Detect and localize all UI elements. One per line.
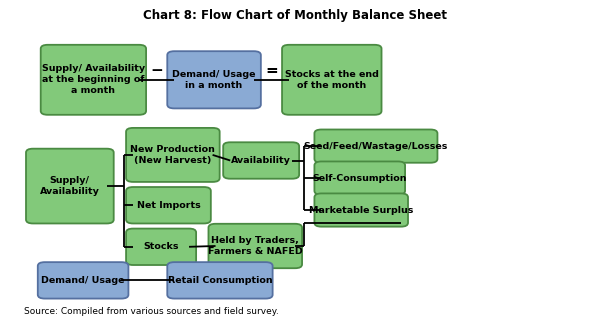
Text: Self-Consumption: Self-Consumption xyxy=(313,174,407,183)
FancyBboxPatch shape xyxy=(26,149,114,223)
FancyBboxPatch shape xyxy=(282,45,382,115)
Text: Seed/Feed/Wastage/Losses: Seed/Feed/Wastage/Losses xyxy=(304,142,448,151)
Text: Marketable Surplus: Marketable Surplus xyxy=(309,205,414,214)
FancyBboxPatch shape xyxy=(126,128,219,182)
Text: =: = xyxy=(265,63,278,78)
FancyBboxPatch shape xyxy=(168,262,273,299)
Text: Net Imports: Net Imports xyxy=(136,201,201,210)
FancyBboxPatch shape xyxy=(208,224,302,268)
Text: −: − xyxy=(150,63,163,78)
Text: Chart 8: Flow Chart of Monthly Balance Sheet: Chart 8: Flow Chart of Monthly Balance S… xyxy=(143,9,447,22)
Text: New Production
(New Harvest): New Production (New Harvest) xyxy=(130,145,215,165)
FancyBboxPatch shape xyxy=(314,129,437,163)
FancyBboxPatch shape xyxy=(38,262,129,299)
Text: Availability: Availability xyxy=(231,156,291,165)
FancyBboxPatch shape xyxy=(314,194,408,227)
Text: Retail Consumption: Retail Consumption xyxy=(168,276,272,285)
FancyBboxPatch shape xyxy=(314,161,405,195)
Text: Held by Traders,
Farmers & NAFED: Held by Traders, Farmers & NAFED xyxy=(208,236,303,256)
FancyBboxPatch shape xyxy=(126,187,211,223)
Text: Stocks at the end
of the month: Stocks at the end of the month xyxy=(285,70,379,90)
Text: Demand/ Usage
in a month: Demand/ Usage in a month xyxy=(172,70,256,90)
FancyBboxPatch shape xyxy=(41,45,146,115)
Text: Demand/ Usage: Demand/ Usage xyxy=(41,276,125,285)
FancyBboxPatch shape xyxy=(168,51,261,108)
FancyBboxPatch shape xyxy=(126,229,196,265)
Text: Stocks: Stocks xyxy=(143,242,179,251)
FancyBboxPatch shape xyxy=(223,142,299,179)
Text: Source: Compiled from various sources and field survey.: Source: Compiled from various sources an… xyxy=(24,307,279,316)
Text: Supply/ Availability
at the beginning of
a month: Supply/ Availability at the beginning of… xyxy=(42,64,145,95)
Text: Supply/
Availability: Supply/ Availability xyxy=(40,176,100,196)
